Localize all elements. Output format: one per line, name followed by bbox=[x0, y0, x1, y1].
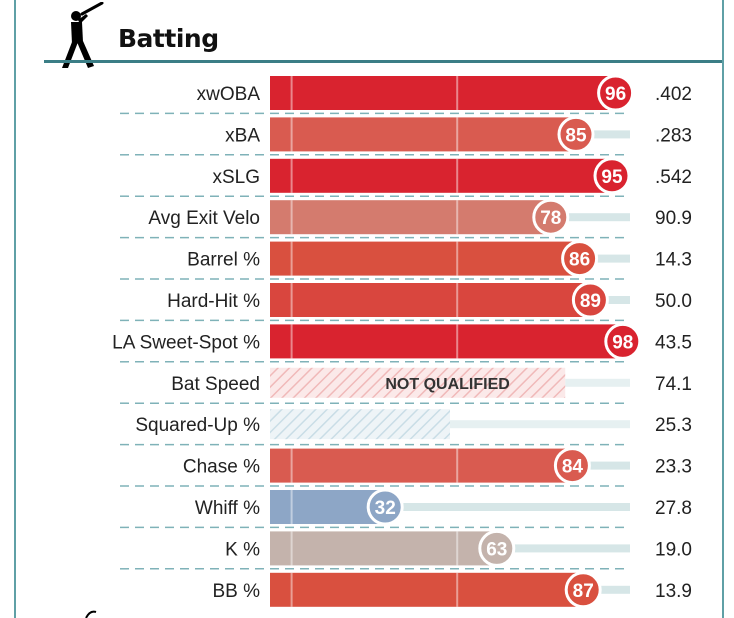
percentile-bar bbox=[270, 572, 584, 607]
section-title: Batting bbox=[118, 24, 219, 53]
metric-value: 27.8 bbox=[655, 498, 692, 519]
track-bar bbox=[450, 420, 630, 429]
metric-label: xwOBA bbox=[197, 84, 261, 105]
percentile-circle bbox=[366, 488, 404, 526]
next-section-icon-fragment bbox=[85, 610, 97, 618]
percentile-number: 95 bbox=[601, 167, 623, 188]
percentile-circle bbox=[597, 74, 635, 112]
metric-value: 19.0 bbox=[655, 539, 692, 560]
metric-value: 50.0 bbox=[655, 291, 692, 312]
percentile-bar bbox=[270, 490, 386, 524]
track-bar bbox=[590, 296, 630, 304]
percentile-number: 96 bbox=[605, 84, 626, 105]
percentile-number: 84 bbox=[562, 457, 584, 478]
metric-label: xSLG bbox=[212, 167, 260, 188]
percentile-bar bbox=[270, 200, 551, 235]
percentile-bar bbox=[270, 324, 623, 359]
metric-value: 13.9 bbox=[655, 581, 692, 602]
percentile-circle bbox=[593, 157, 631, 195]
metric-label: Whiff % bbox=[195, 498, 260, 519]
metric-label: Squared-Up % bbox=[135, 415, 260, 436]
metric-label: LA Sweet-Spot % bbox=[112, 332, 260, 353]
metric-value: 43.5 bbox=[655, 332, 692, 353]
percentile-number: 86 bbox=[569, 250, 590, 271]
percentile-number: 63 bbox=[486, 539, 507, 560]
percentile-circle bbox=[478, 529, 516, 567]
metric-label: K % bbox=[225, 539, 260, 560]
header-rule bbox=[44, 60, 722, 63]
metric-value: 14.3 bbox=[655, 250, 692, 271]
metric-value: 25.3 bbox=[655, 415, 692, 436]
metric-label: xBA bbox=[225, 125, 260, 146]
percentile-circle bbox=[532, 198, 570, 236]
metric-label: Hard-Hit % bbox=[167, 291, 260, 312]
hatched-bar bbox=[270, 409, 450, 440]
percentile-number: 89 bbox=[580, 291, 601, 312]
metric-value: 74.1 bbox=[655, 374, 692, 395]
percentile-circle bbox=[553, 447, 591, 485]
percentile-circle bbox=[571, 281, 609, 319]
percentile-circle bbox=[557, 115, 595, 153]
track-bar bbox=[385, 503, 630, 511]
hatched-bar bbox=[270, 367, 566, 398]
percentile-bar bbox=[270, 531, 497, 566]
track-bar bbox=[579, 254, 630, 263]
metric-value: .542 bbox=[655, 167, 692, 188]
metric-value: .283 bbox=[655, 125, 692, 146]
track-bar bbox=[572, 461, 630, 470]
metric-label: Avg Exit Velo bbox=[148, 208, 260, 229]
percentile-bar bbox=[270, 241, 580, 276]
metric-label: Chase % bbox=[183, 457, 260, 478]
metric-label: Barrel % bbox=[187, 250, 260, 271]
percentile-bar bbox=[270, 448, 573, 483]
percentile-bar bbox=[270, 117, 576, 152]
percentile-circle bbox=[604, 322, 642, 360]
metric-value: 90.9 bbox=[655, 208, 692, 229]
metric-value: 23.3 bbox=[655, 457, 692, 478]
metric-label: BB % bbox=[212, 581, 260, 602]
percentile-number: 78 bbox=[540, 208, 561, 229]
not-qualified-label: NOT QUALIFIED bbox=[385, 376, 509, 393]
track-bar bbox=[550, 213, 630, 222]
metric-value: .402 bbox=[655, 84, 692, 105]
percentile-circle bbox=[564, 571, 602, 609]
track-bar bbox=[496, 544, 630, 553]
percentile-number: 32 bbox=[375, 498, 396, 519]
percentile-circle bbox=[561, 240, 599, 278]
track-bar bbox=[565, 378, 630, 387]
percentile-number: 87 bbox=[573, 581, 594, 602]
left-border-rule bbox=[14, 0, 16, 618]
metric-label: Bat Speed bbox=[171, 374, 260, 395]
percentile-bar bbox=[270, 76, 616, 110]
percentile-bar bbox=[270, 283, 591, 317]
percentile-bar bbox=[270, 158, 612, 193]
percentile-number: 85 bbox=[565, 125, 587, 146]
right-border-rule bbox=[722, 0, 724, 618]
track-bar bbox=[576, 130, 630, 139]
track-bar bbox=[583, 585, 630, 594]
percentile-number: 98 bbox=[612, 332, 633, 353]
